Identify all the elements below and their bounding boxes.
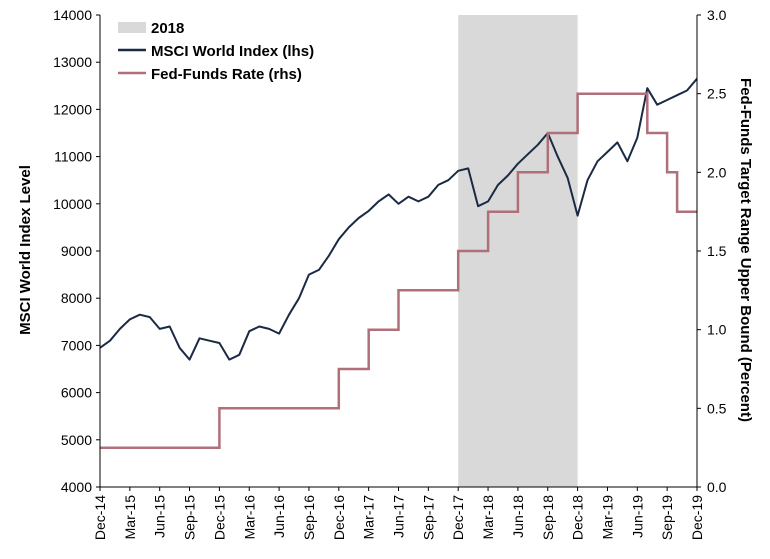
x-tick-label: Sep-16	[301, 495, 317, 540]
x-tick-label: Sep-18	[540, 495, 556, 540]
legend-label-fed: Fed-Funds Rate (rhs)	[151, 66, 302, 83]
legend-swatch-2018	[118, 22, 146, 33]
x-tick-label: Dec-14	[92, 495, 108, 540]
x-tick-label: Dec-16	[331, 495, 347, 540]
x-tick-label: Sep-19	[659, 495, 675, 540]
x-tick-label: Mar-15	[122, 495, 138, 540]
y-tick-label: 6000	[61, 385, 92, 401]
y-axis-title: MSCI World Index Level	[17, 165, 34, 335]
y-tick-label: 7000	[61, 337, 92, 353]
y2-tick-label: 2.0	[707, 164, 727, 180]
x-tick-label: Dec-15	[211, 495, 227, 540]
series-fed-funds-rate	[100, 92, 697, 449]
legend-label-2018: 2018	[151, 20, 184, 37]
y-tick-label: 9000	[61, 243, 92, 259]
x-tick-label: Sep-17	[420, 495, 436, 540]
y-tick-label: 8000	[61, 290, 92, 306]
x-tick-label: Dec-19	[689, 495, 705, 540]
y-tick-label: 14000	[53, 7, 92, 23]
y-tick-label: 5000	[61, 432, 92, 448]
x-tick-label: Mar-18	[480, 495, 496, 540]
legend-label-msci: MSCI World Index (lhs)	[151, 43, 314, 60]
y-tick-label: 10000	[53, 196, 92, 212]
y-tick-label: 12000	[53, 101, 92, 117]
y2-tick-label: 1.0	[707, 322, 727, 338]
y2-tick-label: 0.0	[707, 479, 727, 495]
y-tick-label: 11000	[54, 149, 92, 165]
y-tick-label: 4000	[61, 479, 92, 495]
series-msci-world-index	[99, 78, 698, 361]
y2-tick-label: 2.5	[707, 86, 727, 102]
x-tick-label: Mar-17	[361, 495, 377, 540]
x-tick-label: Jun-18	[510, 495, 526, 538]
x-tick-label: Mar-16	[241, 495, 257, 540]
x-tick-label: Jun-15	[152, 495, 168, 538]
x-tick-label: Dec-18	[570, 495, 586, 540]
legend: 2018 MSCI World Index (lhs) Fed-Funds Ra…	[118, 20, 314, 83]
x-tick-label: Jun-19	[629, 495, 645, 538]
y2-tick-label: 0.5	[707, 400, 727, 416]
y2-tick-label: 3.0	[707, 7, 727, 23]
x-tick-label: Jun-17	[391, 495, 407, 538]
y2-axis-title: Fed-Funds Target Range Upper Bound (Perc…	[737, 78, 754, 422]
x-tick-label: Sep-15	[182, 495, 198, 540]
y2-tick-label: 1.5	[707, 243, 727, 259]
x-tick-label: Jun-16	[271, 495, 287, 538]
y-tick-label: 13000	[53, 54, 92, 70]
x-tick-label: Mar-19	[600, 495, 616, 540]
x-tick-label: Dec-17	[450, 495, 466, 540]
